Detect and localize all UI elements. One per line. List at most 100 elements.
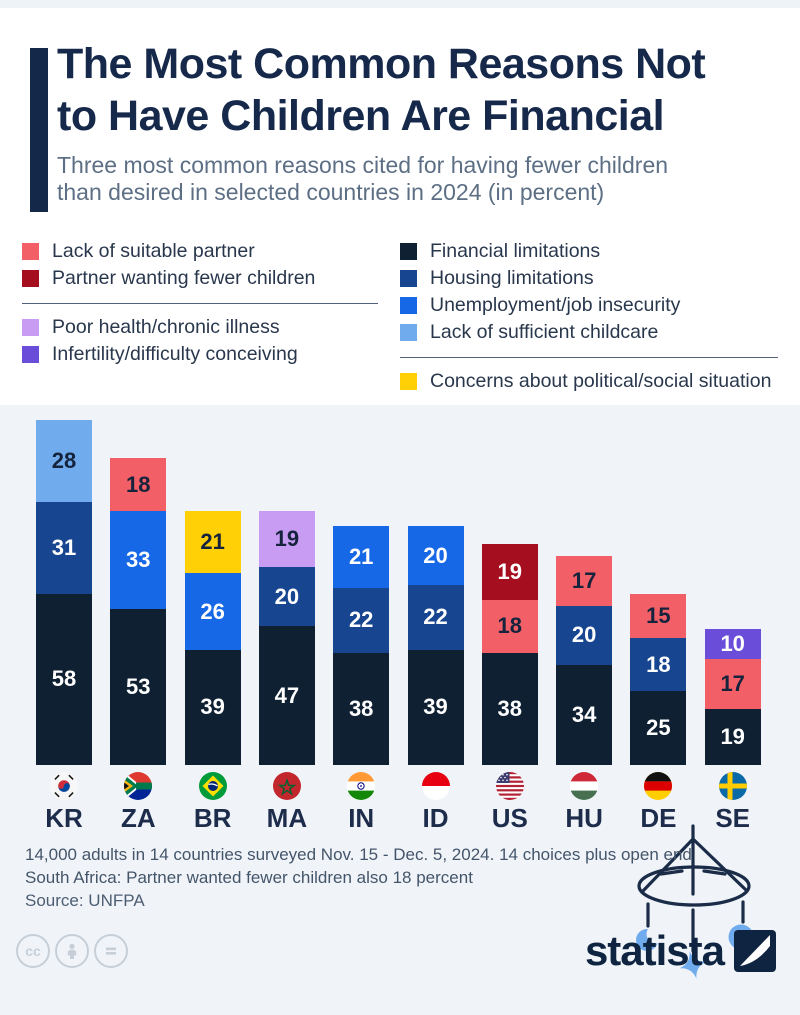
bar-ID: 20 22 39: [407, 526, 464, 765]
segment-DE-financial: 25: [630, 691, 687, 765]
segment-value: 21: [200, 529, 225, 555]
flag-MA-icon: [272, 772, 301, 800]
country-label-US: US: [491, 803, 528, 833]
segment-HU-financial: 34: [556, 664, 613, 765]
segment-MA-health: 19: [258, 511, 315, 568]
flag-SE-icon: [718, 772, 747, 800]
legend-label: Lack of suitable partner: [52, 240, 255, 262]
segment-ZA-unemployment: 33: [110, 511, 167, 609]
legend-divider: [22, 303, 378, 304]
segment-value: 20: [571, 622, 597, 648]
legend-item-financial: Financial limitations: [400, 238, 780, 265]
flag-IN-icon: [347, 772, 376, 800]
segment-KR-childcare: 28: [36, 419, 92, 503]
segment-ID-unemployment: 20: [407, 526, 464, 586]
legend-item-housing: Housing limitations: [400, 265, 780, 292]
segment-value: 39: [200, 694, 225, 720]
cc-attribution-icon[interactable]: [55, 934, 89, 968]
statista-logo-icon: [734, 930, 776, 972]
country-label-ID: ID: [422, 803, 449, 833]
legend-item-political: Concerns about political/social situatio…: [400, 368, 780, 395]
legend-divider: [400, 357, 778, 358]
footnotes: 14,000 adults in 14 countries surveyed N…: [25, 843, 692, 889]
segment-value: 19: [720, 723, 745, 749]
segment-value: 18: [497, 613, 523, 639]
segment-HU-partner_lack: 17: [556, 555, 613, 606]
legend-label: Infertility/difficulty conceiving: [52, 343, 298, 365]
top-strip: [0, 0, 800, 8]
segment-SE-infertility: 10: [704, 629, 761, 659]
segment-value: 26: [200, 598, 225, 624]
flag-DE-icon: [644, 772, 673, 800]
bar-BR: 21 26 39: [184, 511, 241, 765]
segment-ID-housing: 22: [407, 585, 464, 650]
title-line-2: to Have Children Are Financial: [57, 92, 665, 140]
segment-HU-housing: 20: [556, 605, 613, 665]
cc-license-icon[interactable]: cc: [16, 934, 50, 968]
bottom-bar: cc statista: [0, 925, 800, 985]
license-badges: cc: [16, 934, 128, 968]
legend-item-partner_fewer: Partner wanting fewer children: [22, 265, 382, 292]
segment-value: 58: [51, 666, 77, 692]
legend-swatch-childcare: [400, 324, 417, 341]
country-label-IN: IN: [348, 803, 375, 833]
cc-nd-icon[interactable]: [94, 934, 128, 968]
segment-value: 34: [571, 701, 597, 727]
country-label-KR: KR: [45, 803, 83, 833]
legend-swatch-infertility: [22, 346, 39, 363]
segment-DE-partner_lack: 15: [630, 593, 687, 639]
statista-branding[interactable]: statista: [585, 927, 776, 975]
legend-item-childcare: Lack of sufficient childcare: [400, 319, 780, 346]
legend-swatch-health: [22, 319, 39, 336]
legend-label: Poor health/chronic illness: [52, 316, 280, 338]
segment-value: 28: [51, 448, 77, 474]
page-subtitle: Three most common reasons cited for havi…: [57, 152, 777, 206]
flag-BR-icon: [198, 772, 227, 800]
segment-value: 17: [720, 670, 745, 696]
segment-KR-housing: 31: [36, 502, 92, 594]
segment-IN-financial: 38: [333, 652, 390, 765]
bar-DE: 15 18 25: [630, 593, 687, 765]
legend-label: Housing limitations: [430, 267, 594, 289]
bar-IN: 21 22 38: [333, 526, 390, 765]
legend-label: Concerns about political/social situatio…: [430, 370, 772, 392]
segment-KR-financial: 58: [36, 593, 92, 765]
subtitle-line-1: Three most common reasons cited for havi…: [57, 152, 669, 178]
segment-MA-financial: 47: [258, 626, 315, 765]
baby-mobile-illustration: [636, 824, 754, 979]
segment-US-partner_fewer: 19: [481, 543, 538, 600]
segment-MA-housing: 20: [258, 567, 315, 627]
mobile-star-icon: [679, 951, 707, 979]
legend-label: Unemployment/job insecurity: [430, 294, 681, 316]
legend-item-health: Poor health/chronic illness: [22, 314, 382, 341]
segment-value: 38: [348, 695, 374, 721]
country-label-SE: SE: [715, 803, 751, 833]
page-title: The Most Common Reasons Not to Have Chil…: [57, 38, 787, 142]
country-label-ZA: ZA: [120, 803, 156, 833]
segment-value: 39: [423, 694, 448, 720]
segment-value: 22: [348, 607, 374, 633]
legend-swatch-unemployment: [400, 297, 417, 314]
segment-value: 25: [646, 715, 671, 741]
flag-ID-icon: [421, 772, 450, 800]
flag-ZA-icon: [124, 772, 153, 800]
country-label-MA: MA: [266, 803, 308, 833]
country-label-BR: BR: [193, 803, 232, 833]
legend-column-left: Lack of suitable partner Partner wanting …: [22, 238, 382, 368]
segment-value: 17: [571, 567, 597, 593]
segment-value: 20: [274, 583, 300, 609]
segment-value: 10: [720, 631, 745, 657]
segment-value: 19: [274, 526, 300, 552]
legend-item-partner_lack: Lack of suitable partner: [22, 238, 382, 265]
flag-KR-icon: [50, 772, 78, 800]
mobile-moon-icon: [636, 924, 666, 951]
bar-HU: 17 20 34: [556, 555, 613, 765]
segment-ZA-financial: 53: [110, 608, 167, 765]
segment-value: 22: [423, 604, 448, 630]
segment-value: 47: [274, 682, 300, 708]
segment-ID-financial: 39: [407, 649, 464, 765]
segment-ZA-partner_lack: 18: [110, 458, 167, 512]
country-label-DE: DE: [640, 803, 677, 833]
segment-SE-financial: 19: [704, 708, 761, 765]
